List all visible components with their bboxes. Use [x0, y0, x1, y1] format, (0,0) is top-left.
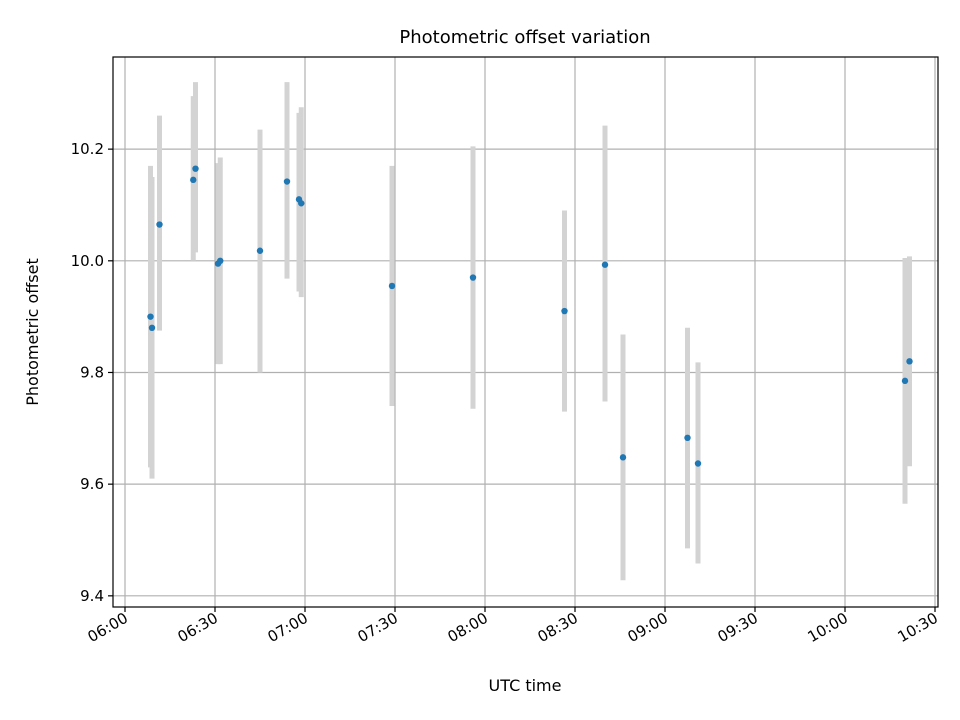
data-point	[388, 282, 396, 290]
y-axis-label: Photometric offset	[23, 258, 42, 406]
x-axis: 06:00 06:30 07:00 07:30 08:00 08:30 09:00 09:30…	[85, 607, 941, 646]
data-point	[192, 165, 199, 172]
plot-background	[113, 57, 938, 607]
y-tick-label: 10.2	[71, 140, 104, 158]
data-point	[684, 434, 691, 442]
y-axis: 9.4 9.6 9.8 10.0 10.2	[71, 140, 113, 605]
x-tick-label: 06:30	[175, 609, 221, 646]
y-tick-label: 9.4	[80, 587, 104, 605]
chart-title: Photometric offset variation	[399, 27, 650, 48]
data-point	[561, 307, 568, 315]
y-tick-label: 9.6	[80, 475, 104, 493]
data-point	[217, 257, 224, 265]
data-point	[148, 324, 156, 332]
data-point	[283, 178, 291, 185]
data-point	[147, 313, 154, 320]
x-tick-label: 09:30	[715, 609, 761, 646]
grid	[113, 57, 938, 607]
data-point	[694, 460, 702, 467]
y-tick-label: 9.8	[80, 363, 104, 381]
x-tick-label: 08:00	[445, 609, 491, 646]
data-point	[601, 261, 609, 268]
data-point	[469, 274, 477, 281]
y-tick-label: 10.0	[71, 252, 104, 270]
data-point	[906, 358, 913, 365]
data-point	[190, 176, 197, 184]
x-tick-label: 09:00	[625, 609, 671, 646]
data-point	[256, 247, 264, 254]
data-point	[156, 221, 163, 228]
data-point	[298, 200, 305, 207]
data-point	[901, 377, 909, 385]
data-points	[147, 165, 913, 467]
plot-frame	[112, 56, 939, 608]
data-point	[619, 454, 627, 461]
x-tick-label: 10:00	[805, 609, 851, 646]
x-tick-label: 10:30	[895, 609, 941, 646]
x-tick-label: 06:00	[85, 609, 131, 646]
x-tick-label: 07:00	[265, 609, 311, 646]
x-axis-label: UTC time	[489, 676, 562, 695]
x-tick-label: 08:30	[535, 609, 581, 646]
x-tick-label: 07:30	[355, 609, 401, 646]
